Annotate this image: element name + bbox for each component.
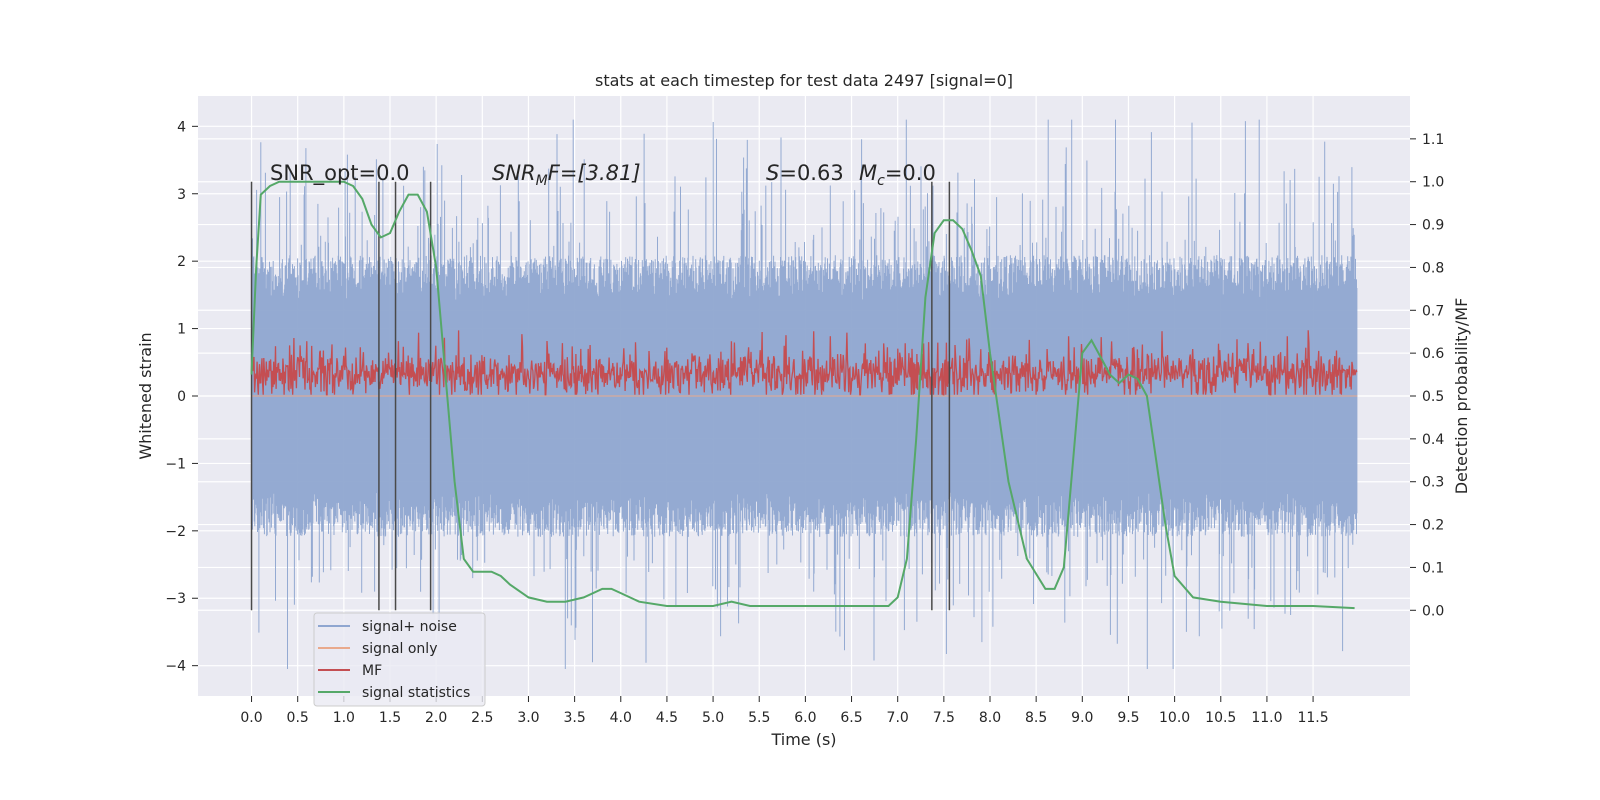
x-tick-label: 10.5 <box>1205 710 1236 726</box>
legend: signal+ noise signal only MF signal stat… <box>313 612 486 707</box>
y-right-tick-label: 0.8 <box>1422 260 1444 276</box>
snr-mf-sub: M <box>536 173 548 189</box>
x-tick-label: 3.0 <box>517 710 539 726</box>
x-tick-label: 1.0 <box>333 710 355 726</box>
snr-opt-annotation: SNR_opt=0.0 <box>270 161 410 186</box>
x-axis-label: Time (s) <box>770 730 836 749</box>
y-tick-label: −2 <box>165 524 186 540</box>
y-right-tick-label: 0.9 <box>1422 218 1444 234</box>
s-label: S <box>766 161 779 185</box>
mc-value: =0.0 <box>885 161 936 185</box>
y-right-tick-label: 0.2 <box>1422 518 1444 534</box>
mf-series <box>250 330 1358 397</box>
mf-trace <box>250 330 1358 396</box>
x-tick-label: 11.5 <box>1297 710 1328 726</box>
y-right-tick-label: 1.0 <box>1422 175 1444 191</box>
y-tick-label: 2 <box>177 254 186 270</box>
x-tick-label: 2.0 <box>425 710 447 726</box>
y-right-tick-label: 0.4 <box>1422 432 1444 448</box>
y-axis-label: Whitened strain <box>136 332 155 459</box>
marker-lines <box>250 181 951 611</box>
y-right-axis-ticks: 1.1 1.0 0.9 0.8 0.7 0.6 0.5 0.4 0.3 0.2 0.1 0.0 <box>1410 132 1444 619</box>
legend-label-mf: MF <box>362 663 382 679</box>
x-tick-label: 1.5 <box>379 710 401 726</box>
y-tick-label: 0 <box>177 389 186 405</box>
x-tick-label: 3.5 <box>563 710 585 726</box>
y-right-tick-label: 0.7 <box>1422 303 1444 319</box>
s-value: =0.63 <box>779 161 843 185</box>
mc-main: M <box>859 161 877 185</box>
y-tick-label: −4 <box>165 659 186 675</box>
y-right-tick-label: 0.0 <box>1422 603 1444 619</box>
y-right-tick-label: 0.1 <box>1422 560 1444 576</box>
x-axis-ticks: 0.0 0.5 1.0 1.5 2.0 2.5 3.0 3.5 4.0 4.5 5.0 5.5 6.0 6… <box>240 696 1329 726</box>
x-tick-label: 8.0 <box>979 710 1001 726</box>
x-tick-label: 9.0 <box>1071 710 1093 726</box>
legend-label-signal-statistics: signal statistics <box>362 685 470 701</box>
snr-mf-rest: F=[3.81] <box>548 161 641 185</box>
x-tick-label: 6.5 <box>840 710 862 726</box>
snr-mf-annotation: SNRMF=[3.81] <box>492 161 641 189</box>
y-tick-label: −1 <box>165 456 186 472</box>
s-annotation: S=0.63 <box>766 161 844 185</box>
legend-box <box>313 612 486 707</box>
x-tick-label: 4.5 <box>656 710 678 726</box>
y-right-tick-label: 0.6 <box>1422 346 1444 362</box>
x-tick-label: 0.0 <box>240 710 262 726</box>
y-right-axis-label: Detection probability/MF <box>1452 298 1471 495</box>
x-tick-label: 2.5 <box>471 710 493 726</box>
x-tick-label: 7.0 <box>887 710 909 726</box>
y-tick-label: −3 <box>165 591 186 607</box>
y-tick-label: 4 <box>177 119 186 135</box>
legend-label-signal-noise: signal+ noise <box>362 619 457 635</box>
x-tick-label: 5.0 <box>702 710 724 726</box>
x-tick-label: 4.0 <box>610 710 632 726</box>
x-tick-label: 0.5 <box>287 710 309 726</box>
signal-statistics-line <box>250 180 1355 610</box>
x-tick-label: 6.0 <box>794 710 816 726</box>
y-tick-label: 1 <box>177 322 186 338</box>
legend-label-signal-only: signal only <box>362 641 437 657</box>
x-tick-label: 9.5 <box>1117 710 1139 726</box>
chart-title: stats at each timestep for test data 249… <box>595 71 1013 90</box>
x-tick-label: 10.0 <box>1159 710 1190 726</box>
mc-sub: c <box>877 173 885 189</box>
y-axis-ticks: 4 3 2 1 0 −1 −2 −3 −4 <box>165 119 198 675</box>
x-tick-label: 7.5 <box>933 710 955 726</box>
y-right-tick-label: 1.1 <box>1422 132 1444 148</box>
y-right-tick-label: 0.3 <box>1422 475 1444 491</box>
snr-mf-main: SNR <box>492 161 536 185</box>
y-right-tick-label: 0.5 <box>1422 389 1444 405</box>
x-tick-label: 11.0 <box>1251 710 1282 726</box>
y-tick-label: 3 <box>177 187 186 203</box>
mc-annotation: Mc=0.0 <box>859 161 936 189</box>
x-tick-label: 5.5 <box>748 710 770 726</box>
x-tick-label: 8.5 <box>1025 710 1047 726</box>
